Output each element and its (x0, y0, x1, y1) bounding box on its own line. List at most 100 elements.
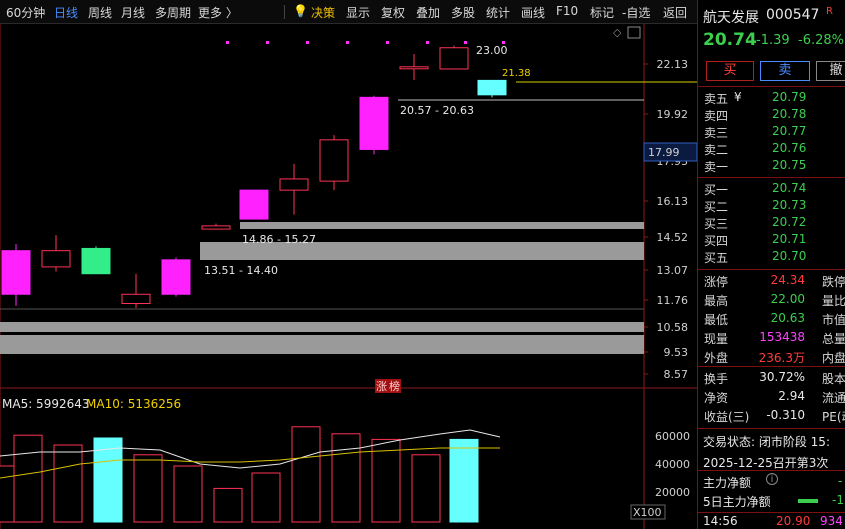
adjust-button[interactable]: 复权 (381, 6, 406, 20)
overlay-button[interactable]: 叠加 (416, 6, 441, 20)
sell-button[interactable]: 卖 (760, 61, 810, 81)
ask-row-price[interactable]: 20.75 (772, 158, 807, 172)
bid-row-price[interactable]: 20.72 (772, 215, 807, 229)
zhangting-badge (375, 379, 401, 393)
ask-row-price[interactable]: 20.76 (772, 141, 807, 155)
gap2-annotation: 14.86 - 15.27 (242, 233, 316, 246)
signal-dot (346, 41, 349, 44)
ask-row-price[interactable]: 20.77 (772, 124, 807, 138)
stat-label: 涨停 (704, 275, 729, 289)
price-tag-text: 17.99 (648, 146, 680, 159)
tab-daily[interactable]: 日线 (54, 6, 79, 20)
bid-row-price[interactable]: 20.73 (772, 198, 807, 212)
ask-row-price[interactable]: 20.79 (772, 90, 807, 104)
yuan-icon: ¥ (734, 90, 742, 104)
back-button[interactable]: 返回 (663, 6, 688, 20)
price-tick-label: 8.57 (664, 368, 689, 381)
vol-unit-box (630, 504, 666, 520)
candle-body (359, 96, 389, 150)
gap1-annotation: 20.57 - 20.63 (400, 104, 474, 117)
candle-body (279, 178, 309, 191)
signal-dot (266, 41, 269, 44)
stat-label: 最高 (704, 294, 729, 308)
info-icon[interactable]: i (766, 473, 778, 485)
flow-bar (798, 499, 818, 503)
zhangting-badge-text2: 榜 (389, 379, 400, 393)
window-icon[interactable] (627, 26, 641, 39)
stat-label: 最低 (704, 313, 729, 327)
stat-label: 换手 (704, 372, 729, 386)
stat-label2: 总量 (822, 332, 845, 346)
gap3-annotation: 13.51 - 14.40 (204, 264, 278, 277)
candle-body (81, 247, 111, 275)
signal-dot (502, 41, 505, 44)
bid-row-label: 买一 (704, 183, 729, 197)
tab-monthly[interactable]: 月线 (121, 6, 146, 20)
kline-chart[interactable]: 22.1319.9217.9316.1314.5213.0711.7610.58… (0, 24, 698, 529)
bid-row-price[interactable]: 20.74 (772, 181, 807, 195)
signal-dot (386, 41, 389, 44)
candle-body (41, 250, 71, 268)
f10-button[interactable]: F10 (556, 4, 579, 18)
display-button[interactable]: 显示 (346, 6, 371, 20)
stat-label2: 内盘 (822, 351, 845, 365)
last-price: 20.74 (703, 30, 757, 50)
candle-body (121, 293, 151, 304)
ask-row-label: 卖二 (704, 143, 729, 157)
volume-bar (449, 438, 479, 523)
cancel-order-button[interactable]: 撤 (816, 61, 845, 81)
stat-label2: 跌停 (822, 275, 845, 289)
main-flow5-label: 5日主力净额 (703, 495, 771, 509)
price-tick-label: 10.58 (657, 321, 689, 334)
diamond-icon[interactable]: ◇ (613, 26, 622, 39)
stats-button[interactable]: 统计 (486, 6, 511, 20)
ask-row-label: 卖五 (704, 92, 729, 106)
price-tick-label: 13.07 (657, 264, 689, 277)
tab-multi-period[interactable]: 多周期 (155, 6, 192, 20)
tick-volume: 934 (820, 514, 843, 528)
price-tick-label: 11.76 (657, 294, 689, 307)
volume-bar (93, 437, 123, 523)
ask-row-label: 卖一 (704, 160, 729, 174)
volume-tick-label: 20000 (655, 486, 690, 499)
decision-button[interactable]: 决策 (311, 6, 336, 20)
mark-button[interactable]: 标记 (590, 6, 615, 20)
notice-text: 2025-12-25召开第3次 (703, 456, 829, 470)
bid-row-price[interactable]: 20.71 (772, 232, 807, 246)
tab-60min[interactable]: 60分钟 (6, 6, 46, 20)
bid-row-label: 买二 (704, 200, 729, 214)
stat-value: -0.310 (766, 408, 805, 422)
candle-body (399, 66, 429, 70)
candle-body (1, 250, 31, 295)
draw-button[interactable]: 画线 (521, 6, 546, 20)
tab-more[interactable]: 更多 〉 (198, 6, 238, 20)
quote-panel: 航天发展 000547 R 20.74 -1.39 -6.28% 买 卖 撤 卖… (697, 0, 845, 529)
main-flow-value: - (838, 474, 843, 488)
main-flow5-value: -1 (832, 493, 844, 507)
bid-row-price[interactable]: 20.70 (772, 249, 807, 263)
vol-unit: X100 (633, 506, 662, 519)
ma5-label: MA5: 5992643 (2, 397, 90, 411)
tick-time: 14:56 (703, 514, 738, 528)
candle-body (477, 79, 507, 96)
candle-body (239, 189, 269, 220)
tab-weekly[interactable]: 周线 (88, 6, 113, 20)
stat-value: 24.34 (770, 273, 805, 287)
signal-dot (226, 41, 229, 44)
volume-tick-label: 60000 (655, 430, 690, 443)
remove-watchlist-button[interactable]: -自选 (622, 6, 651, 20)
gap-zone-3 (0, 322, 644, 332)
ask-row-price[interactable]: 20.78 (772, 107, 807, 121)
stat-value: 236.3万 (758, 351, 805, 365)
candle-body (201, 225, 231, 230)
stat-label2: PE(动 (822, 410, 845, 424)
signal-dot (464, 41, 467, 44)
candle-body (161, 259, 191, 295)
multi-stock-button[interactable]: 多股 (451, 6, 476, 20)
stat-label2: 股本 (822, 372, 845, 386)
buy-button[interactable]: 买 (706, 61, 754, 81)
candle-body (439, 47, 469, 70)
volume-bar (213, 487, 243, 523)
stat-label: 收益(三) (704, 410, 750, 424)
bid-row-label: 买四 (704, 234, 729, 248)
